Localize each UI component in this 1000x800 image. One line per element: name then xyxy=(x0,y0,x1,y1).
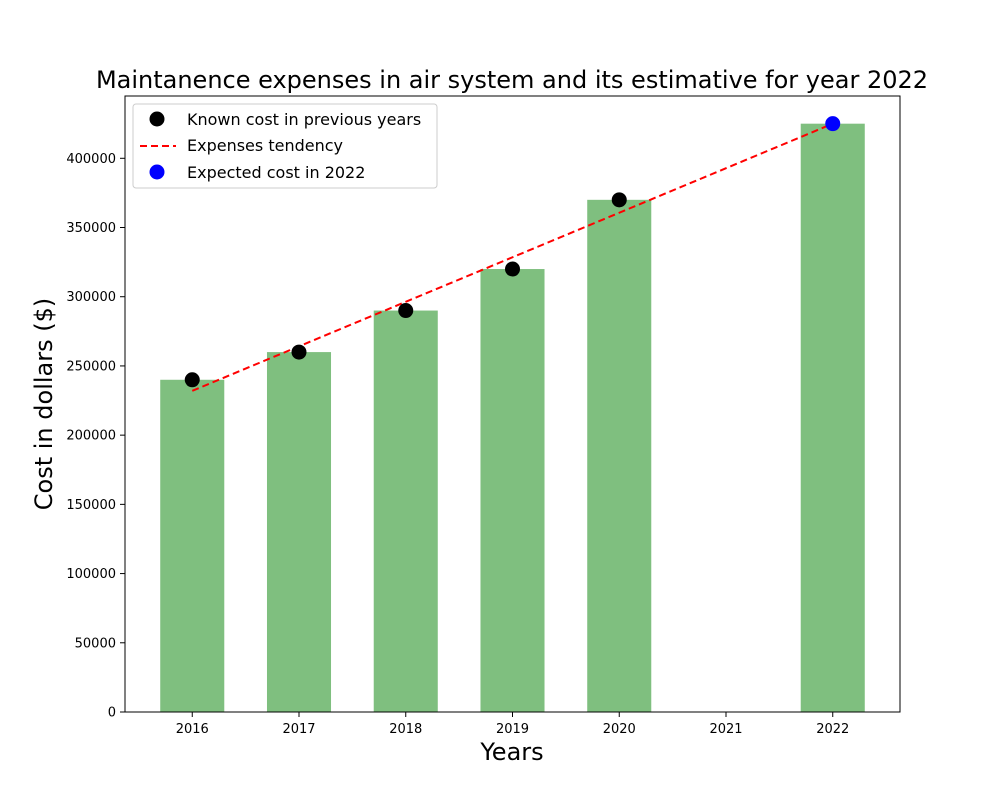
known-cost-point-2018 xyxy=(398,303,414,319)
known-cost-point-2017 xyxy=(291,344,307,360)
y-tick-label-300000: 300000 xyxy=(66,290,116,305)
y-axis-label: Cost in dollars ($) xyxy=(30,298,58,510)
legend: Known cost in previous years Expenses te… xyxy=(132,103,438,189)
y-tick-label-350000: 350000 xyxy=(66,221,116,236)
y-tick-label-250000: 250000 xyxy=(66,359,116,374)
y-tick-label-0: 0 xyxy=(108,706,116,721)
known-cost-point-2016 xyxy=(184,372,200,388)
bar-2016 xyxy=(160,379,225,712)
y-tick-label-50000: 50000 xyxy=(75,636,116,651)
legend-tendency-label: Expenses tendency xyxy=(187,136,343,155)
x-tick-label-2022: 2022 xyxy=(816,722,849,737)
x-axis: 2016 2017 2018 2019 2020 2021 2022 xyxy=(176,712,849,737)
y-tick-label-200000: 200000 xyxy=(66,429,116,444)
legend-known-marker xyxy=(149,111,165,127)
legend-known-label: Known cost in previous years xyxy=(187,110,421,129)
y-tick-label-400000: 400000 xyxy=(66,152,116,167)
legend-expected-label: Expected cost in 2022 xyxy=(187,163,365,182)
bars-layer xyxy=(160,123,865,713)
known-cost-point-2019 xyxy=(505,261,520,277)
points-layer xyxy=(184,116,841,388)
bar-2017 xyxy=(266,352,332,712)
x-tick-label-2020: 2020 xyxy=(603,722,636,737)
x-tick-label-2016: 2016 xyxy=(176,722,209,737)
x-tick-label-2021: 2021 xyxy=(709,722,742,737)
bar-2020 xyxy=(587,199,652,713)
x-tick-label-2018: 2018 xyxy=(389,722,422,737)
x-tick-label-2017: 2017 xyxy=(282,722,315,737)
y-tick-label-150000: 150000 xyxy=(66,498,116,513)
legend-box xyxy=(132,103,438,189)
expected-cost-point-2022 xyxy=(825,116,841,132)
bar-2019 xyxy=(480,269,545,712)
y-axis: 0 50000 100000 150000 200000 250000 300000 3500… xyxy=(66,152,125,721)
x-tick-label-2019: 2019 xyxy=(496,722,529,737)
bar-2022 xyxy=(800,123,865,712)
chart-title: Maintanence expenses in air system and i… xyxy=(96,66,928,94)
y-tick-label-100000: 100000 xyxy=(66,567,116,582)
x-axis-label: Years xyxy=(479,738,543,766)
legend-expected-marker xyxy=(149,164,165,180)
bar-2018 xyxy=(373,310,438,712)
known-cost-point-2020 xyxy=(611,192,627,208)
